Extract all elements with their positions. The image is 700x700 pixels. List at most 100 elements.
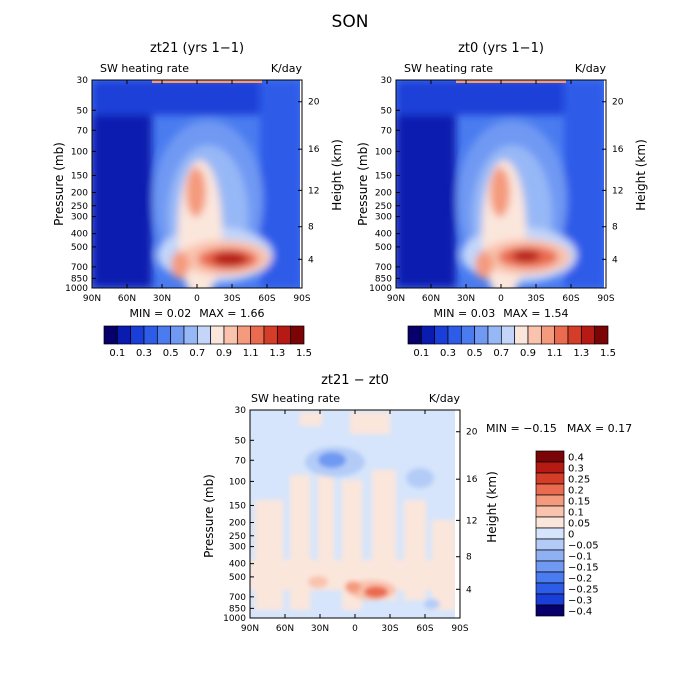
x-tick-label: 0 (498, 294, 504, 304)
panel-subtitle-right: K/day (271, 62, 303, 75)
max-label: MAX = (199, 307, 240, 320)
colorbar-label: 1.1 (547, 348, 563, 359)
max-value: 1.66 (240, 307, 265, 320)
x-tick-label: 90N (83, 294, 101, 304)
x-tick-label: 60N (118, 294, 136, 304)
colorbar-swatch (170, 325, 185, 345)
colorbar-label: 0.05 (568, 519, 590, 530)
colorbar-label: 0.3 (568, 464, 584, 475)
y-tick-label: 500 (229, 573, 246, 583)
min-label: MIN = (486, 422, 523, 435)
y-tick-label: 500 (375, 243, 392, 253)
colorbar-label: −0.05 (568, 541, 599, 552)
colorbar-swatch (554, 325, 569, 345)
x-tick-label: 90N (387, 294, 405, 304)
y-tick-label: 200 (71, 189, 88, 199)
y-tick-label: 1000 (369, 284, 392, 294)
y-tick-label: 300 (229, 543, 246, 553)
x-tick-label: 90S (293, 294, 310, 304)
y-tick-label: 500 (71, 243, 88, 253)
colorbar-swatch (487, 325, 502, 345)
colorbar-swatch (263, 325, 278, 345)
heatmap-field (396, 80, 606, 288)
x-tick-label: 90N (241, 624, 259, 634)
colorbar-swatch (116, 325, 132, 345)
y2-tick-label: 8 (466, 553, 472, 563)
min-max-label: MIN = 0.02 MAX = 1.66 (130, 307, 265, 320)
panel-subtitle-right: K/day (575, 62, 607, 75)
y-tick-label: 250 (375, 202, 392, 212)
y-tick-label: 70 (381, 126, 393, 136)
x-tick-label: 30S (527, 294, 544, 304)
colorbar-label: 0.7 (493, 348, 509, 359)
colorbar-label: 0.5 (467, 348, 483, 359)
y-tick-label: 300 (71, 213, 88, 223)
colorbar-swatch (535, 571, 565, 584)
colorbar-swatch (460, 325, 476, 345)
colorbar-swatch (447, 325, 462, 345)
colorbar: 0.40.30.250.20.150.10.050−0.05−0.1−0.15−… (535, 450, 599, 618)
x-tick-label: 30S (381, 624, 398, 634)
y-tick-label: 50 (235, 436, 247, 446)
colorbar-label: −0.1 (568, 552, 592, 563)
min-value: −0.15 (523, 422, 557, 435)
y-axis-label: Pressure (mb) (202, 474, 216, 558)
colorbar-swatch (540, 325, 556, 345)
y-tick-label: 100 (375, 147, 392, 157)
y2-axis-ticks: 20 16 12 8 4 (602, 98, 624, 265)
panel-subtitle-right: K/day (429, 392, 461, 405)
panel-subtitle-left: SW heating rate (251, 392, 340, 405)
colorbar-swatch (535, 461, 565, 474)
colorbar-label: 0.1 (109, 348, 125, 359)
y-tick-label: 150 (229, 501, 246, 511)
colorbar-swatch (594, 325, 609, 345)
y-tick-label: 700 (71, 263, 88, 273)
x-tick-label: 90S (597, 294, 614, 304)
colorbar-swatch (535, 505, 565, 518)
panel-zt0: zt0 (yrs 1−1) SW heating rate K/day (356, 41, 648, 359)
y-tick-label: 50 (77, 106, 89, 116)
x-tick-label: 30N (153, 294, 171, 304)
y-tick-label: 150 (375, 171, 392, 181)
colorbar-swatch (567, 325, 582, 345)
min-max-label: MIN = 0.03 MAX = 1.54 (434, 307, 569, 320)
colorbar-swatch (500, 325, 516, 345)
y-tick-label: 250 (229, 532, 246, 542)
x-tick-label: 60S (258, 294, 275, 304)
y2-axis-ticks: 20 16 12 8 4 (298, 98, 320, 265)
y-tick-label: 50 (381, 106, 393, 116)
y-tick-label: 30 (77, 76, 89, 86)
colorbar-label: 0.3 (136, 348, 152, 359)
panel-title: zt21 (yrs 1−1) (150, 41, 244, 56)
min-max-label: MIN = −0.15 MAX = 0.17 (486, 422, 632, 435)
colorbar-label: 0.1 (568, 508, 584, 519)
colorbar-swatch (196, 325, 212, 345)
colorbar-swatch (223, 325, 238, 345)
y2-tick-label: 16 (612, 145, 624, 155)
colorbar-swatch (183, 325, 198, 345)
x-tick-label: 90S (451, 624, 468, 634)
y-tick-label: 850 (375, 274, 392, 284)
colorbar-label: 0.9 (216, 348, 232, 359)
colorbar-swatch (156, 325, 172, 345)
y-tick-label: 200 (229, 519, 246, 529)
colorbar-label: 0.4 (568, 453, 584, 464)
y-tick-label: 70 (77, 126, 89, 136)
colorbar-swatch (407, 325, 422, 345)
colorbar: 0.1 0.3 0.5 0.7 0.9 1.1 1.3 1.5 (407, 325, 616, 359)
colorbar-swatch (514, 325, 529, 345)
colorbar-swatch (535, 527, 565, 540)
heatmap-field (92, 80, 302, 288)
min-label: MIN = (434, 307, 471, 320)
colorbar-swatch (535, 560, 565, 573)
y2-axis-label: Height (km) (634, 139, 648, 210)
min-label: MIN = (130, 307, 167, 320)
x-tick-label: 0 (194, 294, 200, 304)
y2-tick-label: 16 (466, 475, 478, 485)
colorbar-label: 0.25 (568, 475, 590, 486)
colorbar-swatch (474, 325, 489, 345)
colorbar-label: −0.3 (568, 596, 592, 607)
panel-difference: zt21 − zt0 SW heating rate K/day (202, 373, 632, 634)
